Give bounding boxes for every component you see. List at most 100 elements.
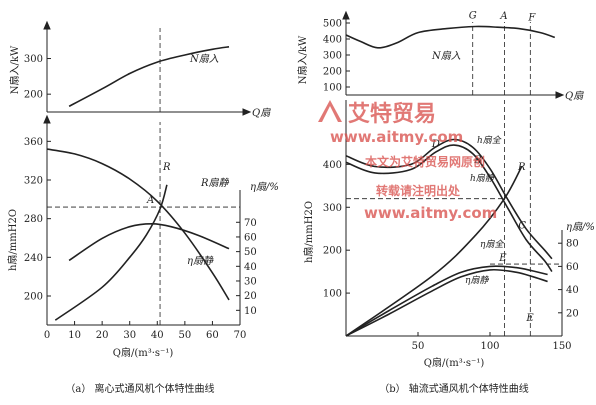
panel-a-right-y-tick-label: 20 [244, 291, 257, 302]
panel-b-series-h-static-label: h扇静 [470, 173, 495, 184]
panel-a-top-y-label: N扇入/kW [8, 45, 21, 94]
panel-a-series-n-fan [68, 46, 230, 108]
panel-b-series-r [345, 166, 523, 337]
panel-a-x-ticks: 0 10 20 30 40 50 60 70 [44, 321, 247, 341]
panel-a-bottom-y-arrow [43, 114, 51, 124]
panel-a-left-y-ticks: 200 240 280 320 360 [24, 137, 51, 303]
panel-a-series-r-label: R [162, 162, 171, 173]
panel-b-top-x-arrow [555, 91, 565, 99]
panel-a-series-r-static-label: R扇静 [200, 177, 230, 189]
panel-a-point-a-label: A [146, 195, 154, 206]
panel-b-point-a-label: A [499, 11, 507, 22]
panel-b-left-y-tick-label: 100 [323, 289, 342, 300]
panel-b-right-y-tick-label: 20 [566, 308, 579, 319]
panel-a-x-tick-label: 10 [68, 330, 81, 341]
panel-b-right-y-ticks: 20 40 60 80 [558, 239, 579, 319]
panel-a-top-axes [43, 20, 252, 116]
panel-b-point-f-label: F [527, 12, 536, 23]
panel-a-left-y-label: h扇/mmH2O [6, 209, 19, 271]
panel-a-x-tick-label: 50 [178, 330, 191, 341]
panel-b-right-y-tick-label: 80 [566, 239, 579, 250]
panel-b-top-y-ticks: 100 200 300 400 500 [323, 19, 350, 94]
panel-b-point-e-upper-label: E [498, 253, 507, 264]
panel-b-right-y-tick-label: 60 [566, 262, 579, 273]
panel-a-right-y-tick-label: 30 [244, 276, 257, 287]
panel-b-top-y-tick-label: 300 [323, 51, 342, 62]
panel-b-left-y-tick-label: 400 [323, 160, 342, 171]
panel-b-point-g-label: G [469, 11, 477, 22]
panel-b-series-h-static [345, 144, 553, 273]
panel-a-right-y-tick-label: 70 [244, 218, 257, 229]
panel-a-series-eta-static [68, 222, 230, 262]
panel-a-right-y-tick-label: 10 [244, 306, 257, 317]
panel-b-series-h-full [345, 138, 553, 260]
panel-a-right-y-tick-label: 40 [244, 262, 257, 273]
panel-b-series-n-fan [345, 25, 556, 49]
panel-b-left-y-tick-label: 300 [323, 203, 342, 214]
panel-a-left-y-tick-label: 320 [24, 176, 43, 187]
panel-b-top-y-tick-label: 200 [323, 67, 342, 78]
panel-b-top-y-tick-label: 400 [323, 35, 342, 46]
panel-b-right-y-tick-label: 40 [566, 285, 579, 296]
panel-b-top-y-arrow [342, 10, 350, 20]
panel-b-caption: （b） 轴流式通风机个体特性曲线 [379, 382, 529, 395]
panel-a-top-y-tick-label: 300 [24, 54, 43, 65]
panel-a-top-y-arrow [43, 20, 51, 30]
panel-b-left-y-tick-label: 200 [323, 246, 342, 257]
panel-b-series-h-full-label: h扇全 [477, 135, 502, 146]
panel-b-x-ticks: 50 100 150 [412, 332, 572, 352]
panel-b-right-y-label: η扇/% [566, 221, 595, 233]
panel-b-top-x-axis-label: Q扇 [565, 90, 584, 102]
panel-b-point-b-label: B [473, 155, 481, 166]
panel-a-left-y-tick-label: 360 [24, 137, 43, 148]
panel-b-top-y-tick-label: 100 [323, 83, 342, 94]
watermark-url-1: www.aitmy.com [330, 128, 463, 146]
panel-a-x-tick-label: 70 [234, 330, 247, 341]
panel-a-series-r-static [46, 148, 230, 301]
watermark-line-1: 本文为艾特贸易网原创 [365, 154, 485, 169]
panel-b-left-y-ticks: 100 200 300 400 [323, 160, 350, 300]
panel-a-right-y-label: η扇/% [250, 181, 279, 193]
panel-a-series-eta-static-label: η扇静 [187, 255, 214, 267]
watermark-brand: 艾特贸易 [348, 101, 436, 127]
panel-b-x-tick-label: 100 [480, 341, 499, 352]
panel-b-series-eta-full [345, 265, 548, 337]
panel-b-bottom-axes [345, 100, 563, 337]
panel-b-left-y-label: h扇/mmH2O [302, 201, 315, 263]
panel-b-point-d-label: D [431, 139, 440, 150]
panel-b: 100 200 300 400 500 N扇入/kW Q扇 N扇入 G A F 50 10… [296, 11, 595, 395]
watermark-url-2: www.aitmy.com [364, 204, 497, 222]
panel-b-point-c-label: C [518, 220, 526, 231]
panel-a-left-y-tick-label: 200 [24, 292, 43, 303]
watermark-line-2: 转载请注明出处 [376, 183, 461, 198]
panel-a-bottom-axes [43, 114, 241, 326]
panel-b-x-label: Q扇/(m³·s⁻¹) [424, 356, 485, 369]
panel-b-x-tick-label: 150 [552, 341, 571, 352]
panel-b-series-r-label: R [517, 162, 526, 173]
panel-a-x-tick-label: 20 [96, 330, 109, 341]
panel-b-x-tick-label: 50 [412, 341, 425, 352]
panel-b-series-n-fan-label: N扇入 [431, 50, 461, 62]
panel-a-top-x-arrow [242, 108, 252, 116]
panel-b-top-y-tick-label: 500 [323, 19, 342, 30]
watermark: 艾特贸易 www.aitmy.com 本文为艾特贸易网原创 转载请注明出处 ww… [318, 100, 497, 222]
panel-a-x-tick-label: 60 [206, 330, 219, 341]
panel-a-right-y-tick-label: 50 [244, 247, 257, 258]
panel-a-top-y-tick-label: 200 [24, 90, 43, 101]
panel-a-x-tick-label: 30 [123, 330, 136, 341]
panel-a-caption: （a） 离心式通风机个体特性曲线 [65, 382, 214, 395]
panel-b-series-eta-full-label: η扇全 [480, 239, 504, 250]
watermark-logo-icon [318, 100, 342, 122]
panel-a-top-x-axis-label: Q扇 [252, 107, 271, 119]
panel-a-x-tick-label: 40 [151, 330, 164, 341]
panel-a-left-y-tick-label: 240 [24, 253, 43, 264]
panel-b-top-y-label: N扇入/kW [296, 35, 309, 84]
panel-a-right-y-tick-label: 60 [244, 232, 257, 243]
panel-b-top-axes [342, 10, 565, 99]
panel-a-right-y-ticks: 10 20 30 40 50 60 70 [236, 218, 257, 317]
panel-a-x-label: Q扇/(m³·s⁻¹) [113, 346, 174, 359]
panel-a-series-n-fan-label: N扇入 [189, 53, 219, 65]
panel-b-series-eta-static [345, 268, 548, 337]
